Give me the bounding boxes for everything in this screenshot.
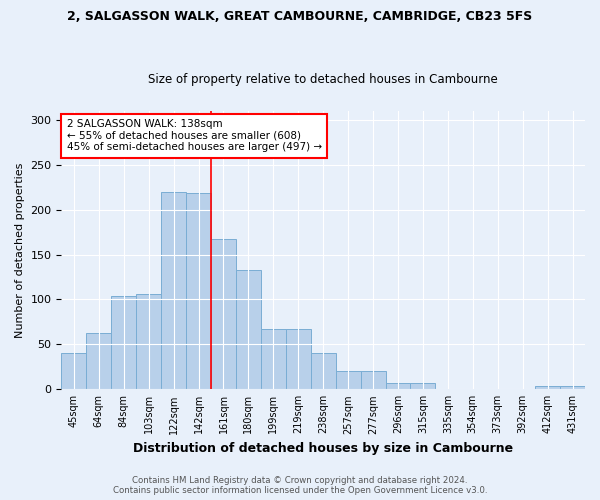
Y-axis label: Number of detached properties: Number of detached properties — [15, 162, 25, 338]
Bar — [286, 329, 311, 390]
Bar — [61, 354, 86, 390]
Text: 2 SALGASSON WALK: 138sqm
← 55% of detached houses are smaller (608)
45% of semi-: 2 SALGASSON WALK: 138sqm ← 55% of detach… — [67, 119, 322, 152]
Bar — [386, 383, 410, 390]
Bar — [535, 386, 560, 390]
Bar — [211, 240, 236, 390]
Title: Size of property relative to detached houses in Cambourne: Size of property relative to detached ho… — [148, 73, 498, 86]
Bar — [186, 194, 211, 390]
Text: Contains HM Land Registry data © Crown copyright and database right 2024.
Contai: Contains HM Land Registry data © Crown c… — [113, 476, 487, 495]
Bar — [261, 329, 286, 390]
Bar — [335, 372, 361, 390]
Bar — [111, 296, 136, 390]
Bar — [136, 294, 161, 390]
Bar — [86, 332, 111, 390]
Text: 2, SALGASSON WALK, GREAT CAMBOURNE, CAMBRIDGE, CB23 5FS: 2, SALGASSON WALK, GREAT CAMBOURNE, CAMB… — [67, 10, 533, 23]
Bar — [361, 372, 386, 390]
Bar — [311, 354, 335, 390]
Bar — [236, 270, 261, 390]
Bar — [410, 383, 436, 390]
Bar — [560, 386, 585, 390]
Bar — [161, 192, 186, 390]
X-axis label: Distribution of detached houses by size in Cambourne: Distribution of detached houses by size … — [133, 442, 513, 455]
